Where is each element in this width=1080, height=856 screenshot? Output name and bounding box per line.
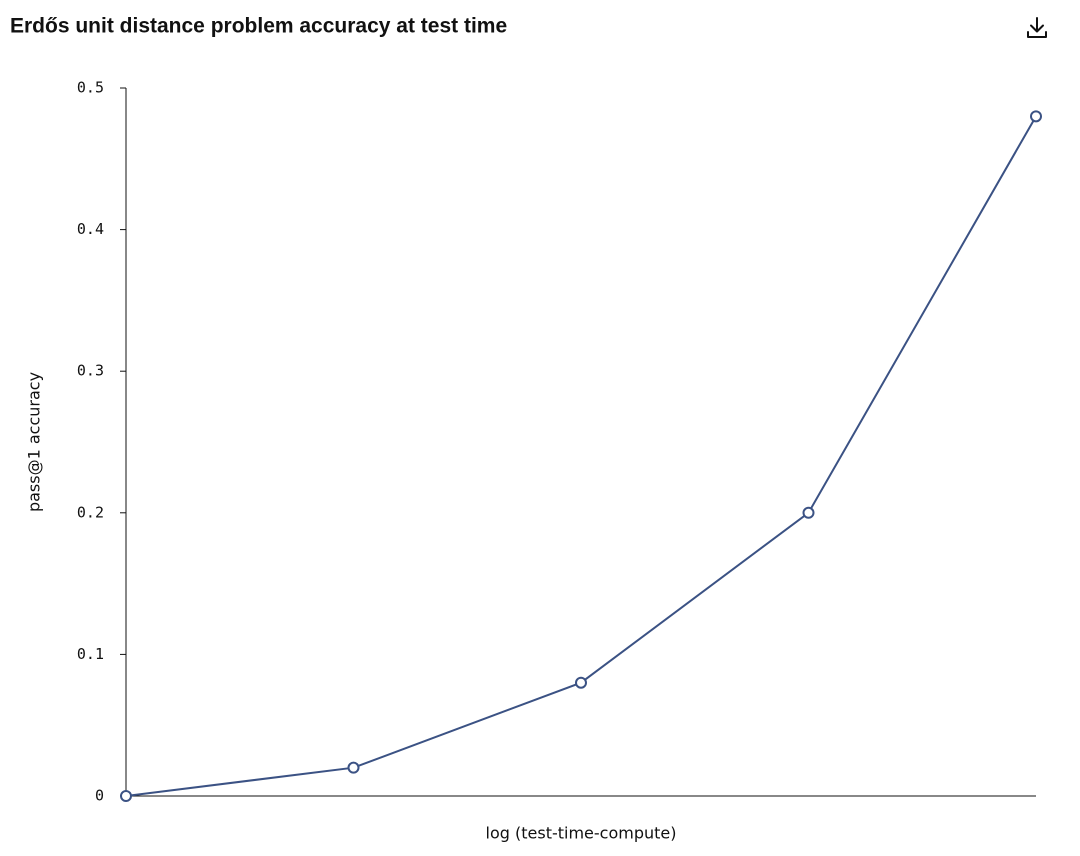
y-tick-label: 0.4 [77,220,104,238]
y-tick-label: 0 [95,787,104,805]
y-tick-label: 0.1 [77,645,104,663]
x-axis-label: log (test-time-compute) [486,824,677,843]
y-tick-label: 0.3 [77,362,104,380]
point [802,506,815,519]
point [120,790,132,802]
point [347,761,360,774]
point [575,676,587,689]
download-button[interactable] [1027,17,1047,38]
y-axis-label: pass@1 accuracy [25,372,44,512]
download-icon [1027,17,1047,38]
point [1030,110,1042,123]
line [125,115,1037,797]
y-tick-label: 0.2 [77,503,104,521]
chart-title: Erdős unit distance problem accuracy at … [10,15,507,38]
y-tick-label: 0.5 [77,79,104,97]
